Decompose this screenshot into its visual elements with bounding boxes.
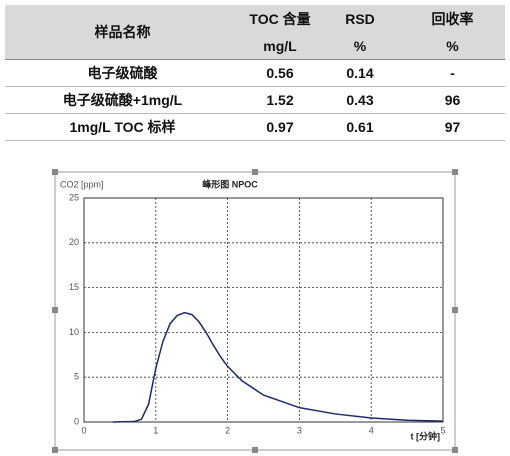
x-axis-label: t [分钟] bbox=[411, 430, 441, 441]
table-cell: - bbox=[400, 59, 505, 87]
table-cell: 0.97 bbox=[240, 113, 320, 141]
table-cell: 1mg/L TOC 标样 bbox=[5, 113, 240, 141]
plot-area bbox=[83, 197, 444, 423]
header-row: mg/L%% bbox=[5, 32, 505, 60]
table-cell: 0.56 bbox=[240, 59, 320, 87]
table-cell: 1.52 bbox=[240, 86, 320, 114]
y-axis-label: CO2 [ppm] bbox=[60, 179, 104, 189]
header-cell: % bbox=[320, 32, 400, 60]
table-cell: 96 bbox=[400, 86, 505, 114]
result-table: 样品名称 TOC 含量 RSD 回收率 mg/L%% 电子级硫酸 0.56 0.14- 电子级硫… bbox=[5, 5, 505, 141]
header-cell: mg/L bbox=[240, 32, 320, 60]
x-tick-label: 3 bbox=[297, 425, 302, 435]
table-cell: 0.43 bbox=[320, 86, 400, 114]
y-tick-label: 10 bbox=[69, 327, 79, 337]
table-row: 电子级硫酸 0.56 0.14- bbox=[5, 59, 505, 87]
y-tick-label: 0 bbox=[74, 416, 79, 426]
table-row: 1mg/L TOC 标样 0.97 0.61 97 bbox=[5, 113, 505, 141]
y-tick-label: 15 bbox=[69, 282, 79, 292]
y-tick-label: 25 bbox=[69, 192, 79, 202]
header-cell: 样品名称 bbox=[5, 5, 240, 60]
x-tick-label: 1 bbox=[153, 425, 158, 435]
header-cell: TOC 含量 bbox=[240, 5, 320, 32]
data-line bbox=[112, 311, 444, 423]
resize-handles bbox=[52, 169, 458, 453]
x-tick-label: 0 bbox=[81, 425, 86, 435]
header-cell: 回收率 bbox=[400, 5, 505, 32]
table-cell: 0.14 bbox=[320, 59, 400, 87]
y-tick-label: 20 bbox=[69, 237, 79, 247]
chart-title: 峰形图 NPOC bbox=[202, 178, 258, 189]
table-cell: 电子级硫酸 bbox=[5, 59, 240, 87]
table-cell: 97 bbox=[400, 113, 505, 141]
x-tick-label: 4 bbox=[369, 425, 374, 435]
chart: CO2 [ppm] 峰形图 NPOC t [分钟] 0 5 10 15 20 25 0 1 2 3… bbox=[52, 169, 458, 453]
table-cell: 电子级硫酸+1mg/L bbox=[5, 86, 240, 114]
table-row: 电子级硫酸+1mg/L 1.52 0.43 96 bbox=[5, 86, 505, 114]
header-row: 样品名称 TOC 含量 RSD 回收率 bbox=[5, 5, 505, 60]
header-cell: RSD bbox=[320, 5, 400, 32]
y-tick-label: 5 bbox=[74, 372, 79, 382]
x-tick-label: 5 bbox=[440, 425, 445, 435]
x-tick-label: 2 bbox=[225, 425, 230, 435]
header-cell: % bbox=[400, 32, 505, 60]
table-cell: 0.61 bbox=[320, 113, 400, 141]
